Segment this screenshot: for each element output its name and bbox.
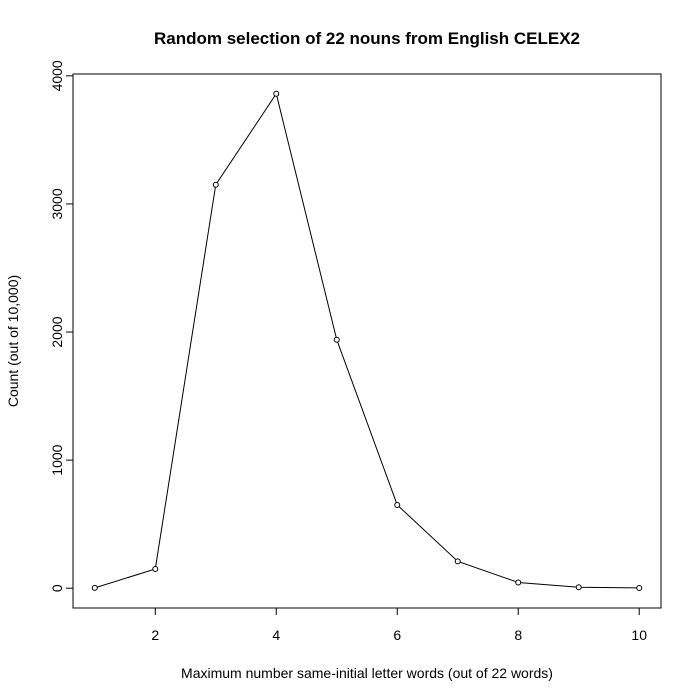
y-tick-label: 0 xyxy=(49,584,65,592)
x-tick-label: 6 xyxy=(393,627,401,643)
data-point xyxy=(152,566,159,573)
x-tick-label: 2 xyxy=(151,627,159,643)
x-axis-label: Maximum number same-initial letter words… xyxy=(181,665,553,681)
y-tick-label: 1000 xyxy=(49,444,65,475)
data-point xyxy=(273,90,280,97)
data-point xyxy=(575,584,582,591)
x-tick-label: 4 xyxy=(272,627,280,643)
x-tick-label: 8 xyxy=(514,627,522,643)
y-tick-label: 2000 xyxy=(49,316,65,347)
data-point xyxy=(333,336,340,343)
y-axis-label: Count (out of 10,000) xyxy=(5,275,21,407)
y-tick-label: 3000 xyxy=(49,188,65,219)
data-point xyxy=(636,584,643,591)
chart-title: Random selection of 22 nouns from Englis… xyxy=(154,29,580,48)
data-point xyxy=(515,579,522,586)
data-point xyxy=(394,501,401,508)
data-point xyxy=(91,584,98,591)
x-tick-label: 10 xyxy=(631,627,647,643)
data-point xyxy=(454,558,461,565)
plot-frame xyxy=(72,73,662,609)
data-line xyxy=(94,92,640,589)
y-tick-label: 4000 xyxy=(49,60,65,91)
data-point xyxy=(212,181,219,188)
